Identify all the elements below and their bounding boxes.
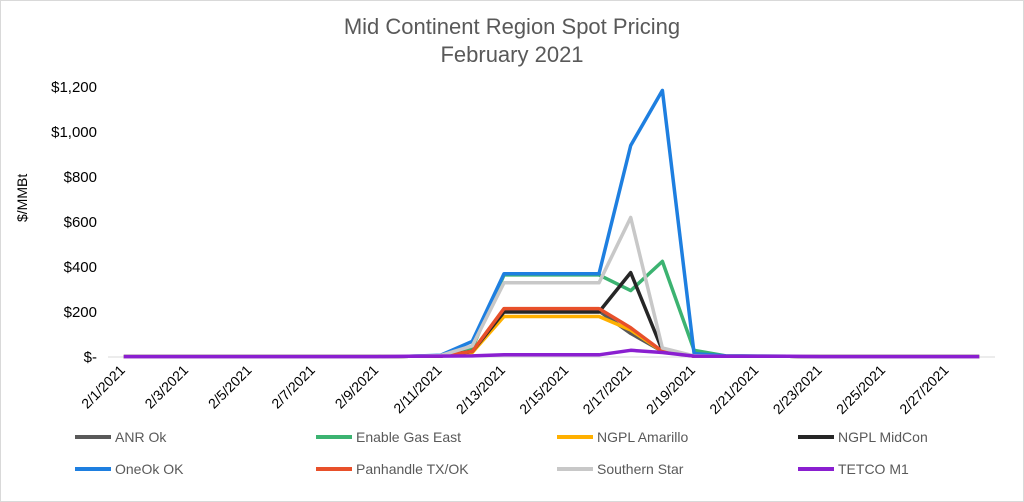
x-tick-label: 2/15/2021 <box>516 362 572 418</box>
legend-item: NGPL Amarillo <box>557 429 688 445</box>
x-tick-label: 2/1/2021 <box>78 362 128 412</box>
x-tick-label: 2/21/2021 <box>706 362 762 418</box>
legend-swatch <box>557 435 593 439</box>
legend-label: Southern Star <box>597 461 684 477</box>
chart-title: Mid Continent Region Spot Pricing <box>343 14 681 39</box>
series-line-tetco-m1 <box>123 348 980 359</box>
x-tick-label: 2/3/2021 <box>141 362 191 412</box>
y-tick-label: $200 <box>64 304 97 321</box>
chart-subtitle: February 2021 <box>440 42 584 67</box>
y-tick-label: $- <box>84 349 97 366</box>
y-tick-label: $600 <box>64 214 97 231</box>
legend-item: Southern Star <box>557 461 683 477</box>
y-tick-label: $1,200 <box>51 79 97 96</box>
y-tick-label: $800 <box>64 169 97 186</box>
x-tick-label: 2/25/2021 <box>833 362 889 418</box>
legend-item: NGPL MidCon <box>798 429 928 445</box>
legend-label: NGPL Amarillo <box>597 429 689 445</box>
series-line-ngpl-amarillo <box>123 314 980 359</box>
legend-swatch <box>75 435 111 439</box>
y-tick-label: $1,000 <box>51 124 97 141</box>
legend-item: Panhandle TX/OK <box>316 461 469 477</box>
series-line-ngpl-midcon <box>123 270 980 359</box>
series-line-southern-star <box>123 215 980 359</box>
x-tick-label: 2/27/2021 <box>896 362 952 418</box>
x-tick-label: 2/5/2021 <box>205 362 255 412</box>
legend-swatch <box>798 467 834 471</box>
x-tick-label: 2/7/2021 <box>268 362 318 412</box>
x-tick-label: 2/19/2021 <box>643 362 699 418</box>
x-tick-label: 2/17/2021 <box>579 362 635 418</box>
legend-label: Enable Gas East <box>356 429 462 445</box>
legend-swatch <box>316 467 352 471</box>
legend-label: ANR Ok <box>115 429 167 445</box>
legend-swatch <box>798 435 834 439</box>
legend-item: ANR Ok <box>75 429 166 445</box>
legend-label: NGPL MidCon <box>838 429 928 445</box>
x-tick-label: 2/13/2021 <box>453 362 509 418</box>
x-tick-label: 2/23/2021 <box>770 362 826 418</box>
legend-swatch <box>316 435 352 439</box>
legend-item: OneOk OK <box>75 461 183 477</box>
legend-label: OneOk OK <box>115 461 184 477</box>
legend-item: Enable Gas East <box>316 429 461 445</box>
legend-swatch <box>75 467 111 471</box>
y-tick-label: $400 <box>64 259 97 276</box>
legend-label: TETCO M1 <box>838 461 909 477</box>
legend-label: Panhandle TX/OK <box>356 461 469 477</box>
legend-item: TETCO M1 <box>798 461 909 477</box>
x-tick-label: 2/9/2021 <box>332 362 382 412</box>
legend-swatch <box>557 467 593 471</box>
x-tick-label: 2/11/2021 <box>390 362 445 417</box>
